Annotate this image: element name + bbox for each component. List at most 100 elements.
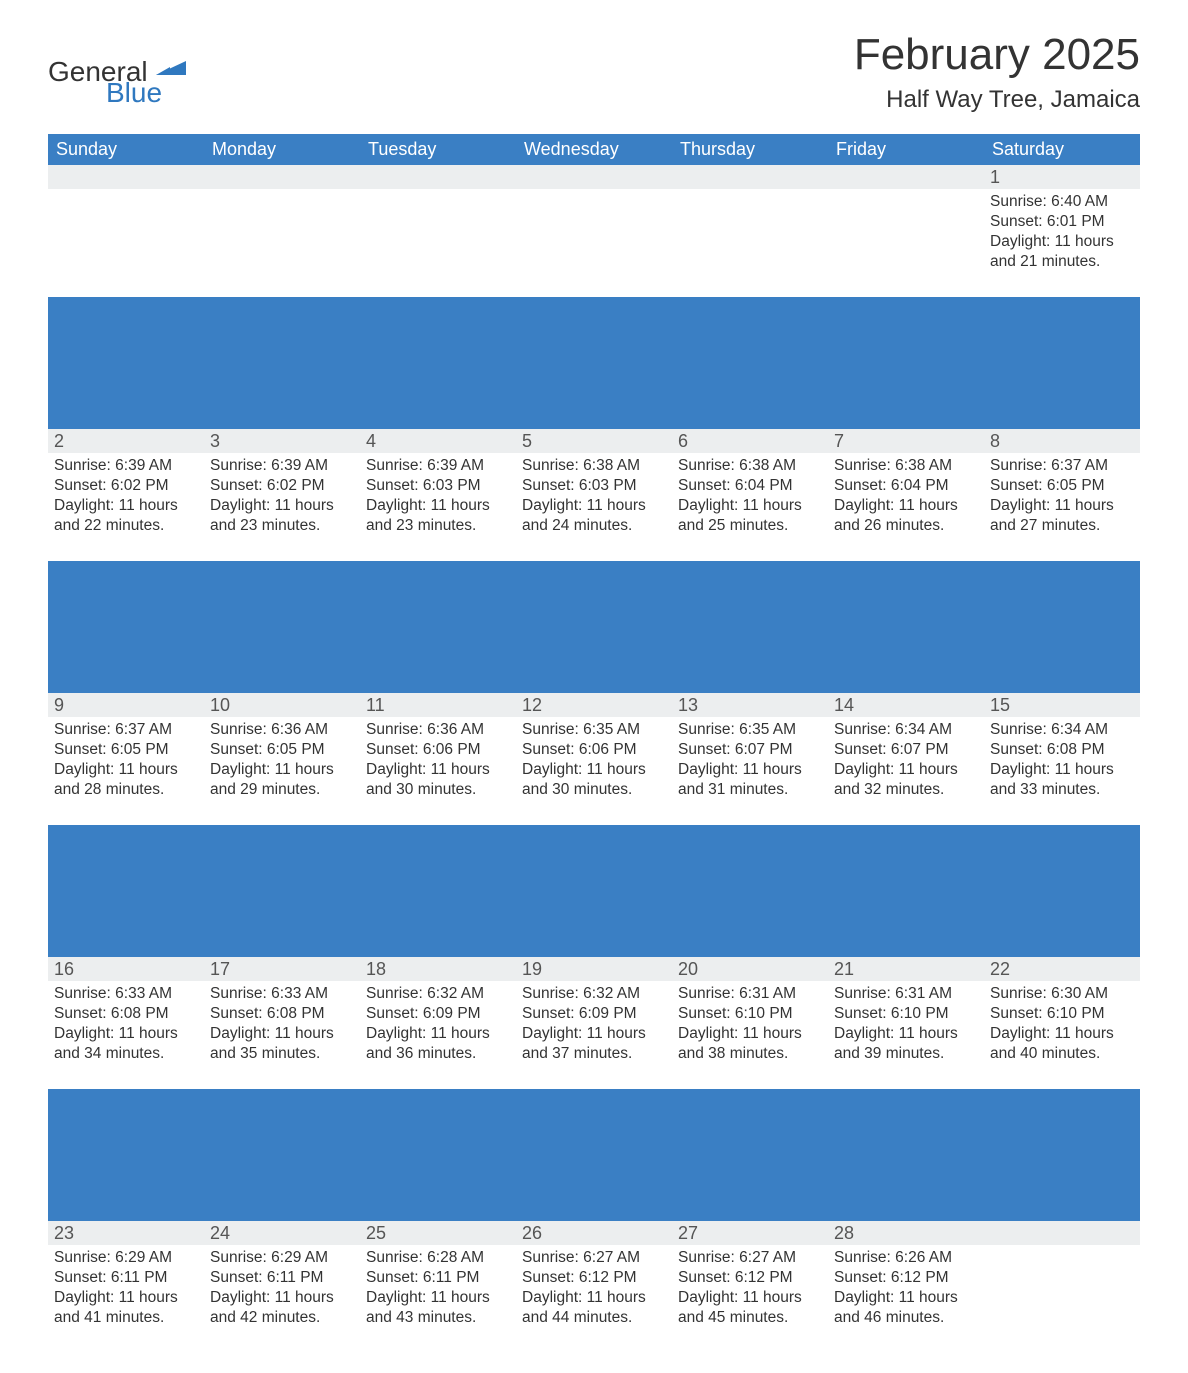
day-body: Sunrise: 6:40 AMSunset: 6:01 PMDaylight:… xyxy=(984,189,1140,277)
day-cell: 13Sunrise: 6:35 AMSunset: 6:07 PMDayligh… xyxy=(672,693,828,825)
day-cell: 25Sunrise: 6:28 AMSunset: 6:11 PMDayligh… xyxy=(360,1221,516,1353)
day-cell: 9Sunrise: 6:37 AMSunset: 6:05 PMDaylight… xyxy=(48,693,204,825)
daylight-text: Daylight: 11 hours and 30 minutes. xyxy=(522,760,666,800)
daylight-text: Daylight: 11 hours and 23 minutes. xyxy=(366,496,510,536)
day-body: Sunrise: 6:27 AMSunset: 6:12 PMDaylight:… xyxy=(516,1245,672,1333)
sunset-text: Sunset: 6:02 PM xyxy=(210,476,354,496)
week-separator xyxy=(48,1089,1140,1221)
day-cell xyxy=(48,165,204,297)
day-cell xyxy=(204,165,360,297)
title-block: February 2025 Half Way Tree, Jamaica xyxy=(854,30,1140,126)
day-cell: 27Sunrise: 6:27 AMSunset: 6:12 PMDayligh… xyxy=(672,1221,828,1353)
month-title: February 2025 xyxy=(854,30,1140,80)
daylight-text: Daylight: 11 hours and 45 minutes. xyxy=(678,1288,822,1328)
day-body xyxy=(516,189,672,196)
sunset-text: Sunset: 6:11 PM xyxy=(210,1268,354,1288)
day-cell: 16Sunrise: 6:33 AMSunset: 6:08 PMDayligh… xyxy=(48,957,204,1089)
sunrise-text: Sunrise: 6:38 AM xyxy=(834,456,978,476)
daylight-text: Daylight: 11 hours and 40 minutes. xyxy=(990,1024,1134,1064)
day-cell: 7Sunrise: 6:38 AMSunset: 6:04 PMDaylight… xyxy=(828,429,984,561)
location-title: Half Way Tree, Jamaica xyxy=(854,86,1140,114)
week-row: 16Sunrise: 6:33 AMSunset: 6:08 PMDayligh… xyxy=(48,957,1140,1089)
sunset-text: Sunset: 6:06 PM xyxy=(366,740,510,760)
day-body: Sunrise: 6:36 AMSunset: 6:06 PMDaylight:… xyxy=(360,717,516,805)
day-number xyxy=(204,165,360,189)
day-body: Sunrise: 6:39 AMSunset: 6:03 PMDaylight:… xyxy=(360,453,516,541)
day-body: Sunrise: 6:35 AMSunset: 6:06 PMDaylight:… xyxy=(516,717,672,805)
sunset-text: Sunset: 6:04 PM xyxy=(678,476,822,496)
sunrise-text: Sunrise: 6:34 AM xyxy=(990,720,1134,740)
sunset-text: Sunset: 6:07 PM xyxy=(834,740,978,760)
sunset-text: Sunset: 6:03 PM xyxy=(522,476,666,496)
sunrise-text: Sunrise: 6:35 AM xyxy=(678,720,822,740)
day-body: Sunrise: 6:37 AMSunset: 6:05 PMDaylight:… xyxy=(984,453,1140,541)
sunrise-text: Sunrise: 6:31 AM xyxy=(834,984,978,1004)
sunset-text: Sunset: 6:12 PM xyxy=(678,1268,822,1288)
sunset-text: Sunset: 6:10 PM xyxy=(834,1004,978,1024)
daylight-text: Daylight: 11 hours and 28 minutes. xyxy=(54,760,198,800)
day-number: 28 xyxy=(828,1221,984,1245)
sunrise-text: Sunrise: 6:39 AM xyxy=(210,456,354,476)
sunrise-text: Sunrise: 6:26 AM xyxy=(834,1248,978,1268)
sunrise-text: Sunrise: 6:33 AM xyxy=(210,984,354,1004)
day-cell xyxy=(360,165,516,297)
sunrise-text: Sunrise: 6:35 AM xyxy=(522,720,666,740)
day-body: Sunrise: 6:32 AMSunset: 6:09 PMDaylight:… xyxy=(516,981,672,1069)
day-cell: 17Sunrise: 6:33 AMSunset: 6:08 PMDayligh… xyxy=(204,957,360,1089)
weekday-header-row: Sunday Monday Tuesday Wednesday Thursday… xyxy=(48,134,1140,165)
weekday-header: Sunday xyxy=(48,134,204,165)
day-number: 13 xyxy=(672,693,828,717)
week-row: 9Sunrise: 6:37 AMSunset: 6:05 PMDaylight… xyxy=(48,693,1140,825)
day-body xyxy=(204,189,360,196)
day-body: Sunrise: 6:29 AMSunset: 6:11 PMDaylight:… xyxy=(204,1245,360,1333)
sunset-text: Sunset: 6:11 PM xyxy=(54,1268,198,1288)
day-body: Sunrise: 6:33 AMSunset: 6:08 PMDaylight:… xyxy=(204,981,360,1069)
day-body: Sunrise: 6:38 AMSunset: 6:04 PMDaylight:… xyxy=(672,453,828,541)
daylight-text: Daylight: 11 hours and 36 minutes. xyxy=(366,1024,510,1064)
sunrise-text: Sunrise: 6:32 AM xyxy=(366,984,510,1004)
day-number: 21 xyxy=(828,957,984,981)
daylight-text: Daylight: 11 hours and 44 minutes. xyxy=(522,1288,666,1328)
day-number: 23 xyxy=(48,1221,204,1245)
sunrise-text: Sunrise: 6:27 AM xyxy=(522,1248,666,1268)
daylight-text: Daylight: 11 hours and 21 minutes. xyxy=(990,232,1134,272)
day-number xyxy=(828,165,984,189)
day-number xyxy=(48,165,204,189)
sunset-text: Sunset: 6:08 PM xyxy=(990,740,1134,760)
day-number: 11 xyxy=(360,693,516,717)
day-body xyxy=(672,189,828,196)
daylight-text: Daylight: 11 hours and 31 minutes. xyxy=(678,760,822,800)
sunrise-text: Sunrise: 6:39 AM xyxy=(366,456,510,476)
calendar-table: Sunday Monday Tuesday Wednesday Thursday… xyxy=(48,134,1140,1353)
sunrise-text: Sunrise: 6:40 AM xyxy=(990,192,1134,212)
sunrise-text: Sunrise: 6:37 AM xyxy=(990,456,1134,476)
day-number: 1 xyxy=(984,165,1140,189)
sunrise-text: Sunrise: 6:29 AM xyxy=(210,1248,354,1268)
daylight-text: Daylight: 11 hours and 29 minutes. xyxy=(210,760,354,800)
sunrise-text: Sunrise: 6:34 AM xyxy=(834,720,978,740)
day-body: Sunrise: 6:28 AMSunset: 6:11 PMDaylight:… xyxy=(360,1245,516,1333)
sunrise-text: Sunrise: 6:30 AM xyxy=(990,984,1134,1004)
day-cell: 22 Sunrise: 6:30 AMSunset: 6:10 PMDayligh… xyxy=(984,957,1140,1089)
daylight-text: Daylight: 11 hours and 35 minutes. xyxy=(210,1024,354,1064)
sunrise-text: Sunrise: 6:31 AM xyxy=(678,984,822,1004)
day-cell: 4Sunrise: 6:39 AMSunset: 6:03 PMDaylight… xyxy=(360,429,516,561)
day-number: 9 xyxy=(48,693,204,717)
day-number: 24 xyxy=(204,1221,360,1245)
day-cell: 20Sunrise: 6:31 AMSunset: 6:10 PMDayligh… xyxy=(672,957,828,1089)
daylight-text: Daylight: 11 hours and 37 minutes. xyxy=(522,1024,666,1064)
day-body: Sunrise: 6:26 AMSunset: 6:12 PMDaylight:… xyxy=(828,1245,984,1333)
day-number: 7 xyxy=(828,429,984,453)
sunset-text: Sunset: 6:06 PM xyxy=(522,740,666,760)
sunset-text: Sunset: 6:10 PM xyxy=(990,1004,1134,1024)
day-cell: 3Sunrise: 6:39 AMSunset: 6:02 PMDaylight… xyxy=(204,429,360,561)
day-cell: 21Sunrise: 6:31 AMSunset: 6:10 PMDayligh… xyxy=(828,957,984,1089)
day-number xyxy=(984,1221,1140,1245)
day-number: 20 xyxy=(672,957,828,981)
sunset-text: Sunset: 6:08 PM xyxy=(54,1004,198,1024)
day-number: 4 xyxy=(360,429,516,453)
day-number: 22 xyxy=(984,957,1140,981)
sunset-text: Sunset: 6:12 PM xyxy=(834,1268,978,1288)
sunrise-text: Sunrise: 6:36 AM xyxy=(366,720,510,740)
sunrise-text: Sunrise: 6:28 AM xyxy=(366,1248,510,1268)
